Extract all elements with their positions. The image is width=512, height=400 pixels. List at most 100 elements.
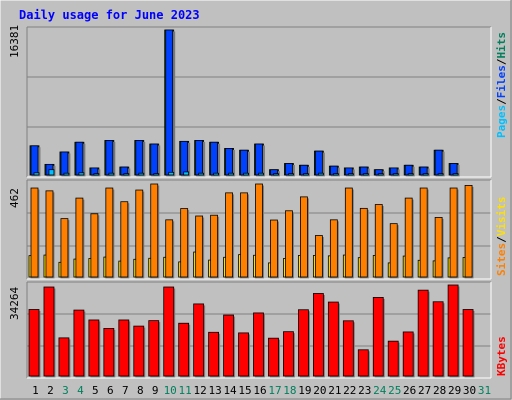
pages-bar [108, 172, 115, 176]
x-tick-label: 1 [32, 384, 39, 397]
legend-sep-3: / [495, 236, 508, 243]
pages-bar [123, 173, 130, 176]
files-bar [180, 140, 189, 176]
legend-visits: Visits [495, 197, 508, 237]
x-tick-label: 8 [137, 384, 144, 397]
visits-bar [389, 223, 398, 278]
pages-bar [288, 173, 294, 176]
pages-bar-shadow [364, 175, 370, 177]
kbytes-bar [28, 309, 40, 377]
kbytes-bar [298, 309, 309, 377]
pages-bar [63, 172, 70, 176]
x-tick-label: 14 [223, 384, 237, 397]
kbytes-bar [88, 319, 100, 377]
pages-bar [168, 171, 175, 176]
visits-bar [120, 201, 129, 278]
pages-bar-shadow [260, 174, 266, 177]
pages-bar-shadow [215, 174, 221, 177]
visits-bar [329, 219, 338, 278]
pages-bar-shadow [394, 175, 400, 177]
pages-bar [437, 173, 444, 176]
kbytes-bar [402, 331, 414, 377]
x-tick-label: 15 [238, 384, 251, 397]
kbytes-bar [58, 337, 70, 377]
kbytes-bar [43, 286, 55, 377]
legend-pages: Pages [495, 105, 508, 138]
files-bar [150, 143, 159, 176]
pages-bar-shadow [65, 174, 71, 177]
pages-bar [243, 172, 249, 176]
pages-bar-shadow [379, 175, 385, 177]
x-tick-label: 27 [418, 384, 431, 397]
pages-bar [347, 173, 354, 176]
pages-bar [198, 172, 205, 176]
pages-bar-shadow [95, 175, 101, 177]
x-tick-label: 16 [253, 384, 266, 397]
x-tick-label: 25 [388, 384, 401, 397]
visits-bar [449, 187, 458, 278]
visits-sites-panel [26, 179, 492, 280]
visits-bar [225, 192, 233, 278]
pages-bar-shadow [454, 175, 460, 177]
x-tick-label: 2 [47, 384, 54, 397]
visits-bar [285, 210, 293, 278]
files-bar [240, 149, 248, 176]
files-bar [434, 149, 443, 176]
visits-bar [90, 213, 99, 278]
files-bar [135, 140, 144, 176]
y-max-label-top: 16381 [8, 25, 21, 58]
kbytes-bar [312, 293, 324, 377]
x-axis-labels: 1 2 3 4 5 6 7 8 9 10 11 12 13 14 15 16 17 18 19 20 21 22 23 24 2… [32, 384, 491, 397]
pages-bar [407, 173, 414, 176]
visits-bar [165, 219, 174, 278]
legend-files: Files [495, 65, 508, 98]
x-tick-label: 17 [268, 384, 281, 397]
pages-bar-shadow [304, 175, 310, 177]
x-tick-label: 24 [373, 384, 387, 397]
kbytes-bar [118, 319, 130, 377]
pages-bar [183, 171, 190, 176]
pages-bar [303, 173, 309, 176]
pages-bar [78, 172, 85, 176]
kbytes-bar [103, 328, 115, 377]
visits-bar [45, 190, 54, 278]
x-tick-label: 22 [343, 384, 356, 397]
visits-bar [195, 215, 204, 278]
pages-bar-shadow [274, 175, 280, 177]
pages-bar [213, 172, 220, 176]
pages-bar-shadow [424, 175, 430, 177]
x-tick-label: 3 [62, 384, 69, 397]
y-max-label-bottom: 34264 [8, 287, 21, 320]
kbytes-bar [133, 325, 145, 377]
visits-bar [75, 197, 84, 278]
legend-hits: Hits [495, 32, 508, 59]
visits-bar [359, 207, 368, 278]
visits-bar [60, 218, 69, 278]
visits-bar [270, 219, 278, 278]
x-tick-label: 31 [478, 384, 491, 397]
x-tick-label: 21 [328, 384, 341, 397]
pages-bar-shadow [334, 175, 340, 177]
kbytes-bar [148, 320, 160, 377]
pages-bar-shadow [200, 174, 206, 177]
kbytes-bar [193, 303, 205, 377]
pages-bar-shadow [319, 174, 325, 177]
x-tick-label: 19 [298, 384, 311, 397]
pages-bar [332, 173, 339, 176]
visits-bar [150, 183, 159, 278]
pages-bar-shadow [439, 175, 445, 177]
pages-bar-shadow [140, 174, 146, 177]
x-tick-label: 5 [92, 384, 99, 397]
files-bar [60, 151, 69, 176]
kbytes-bar [462, 309, 474, 377]
x-tick-label: 9 [152, 384, 159, 397]
x-tick-label: 23 [358, 384, 371, 397]
pages-bar [317, 172, 324, 176]
visits-bar [464, 185, 473, 278]
pages-bar-shadow [230, 174, 236, 177]
pages-bar [392, 173, 399, 176]
kbytes-bar [268, 337, 279, 377]
kbytes-bar [283, 331, 294, 377]
x-tick-label: 12 [194, 384, 207, 397]
